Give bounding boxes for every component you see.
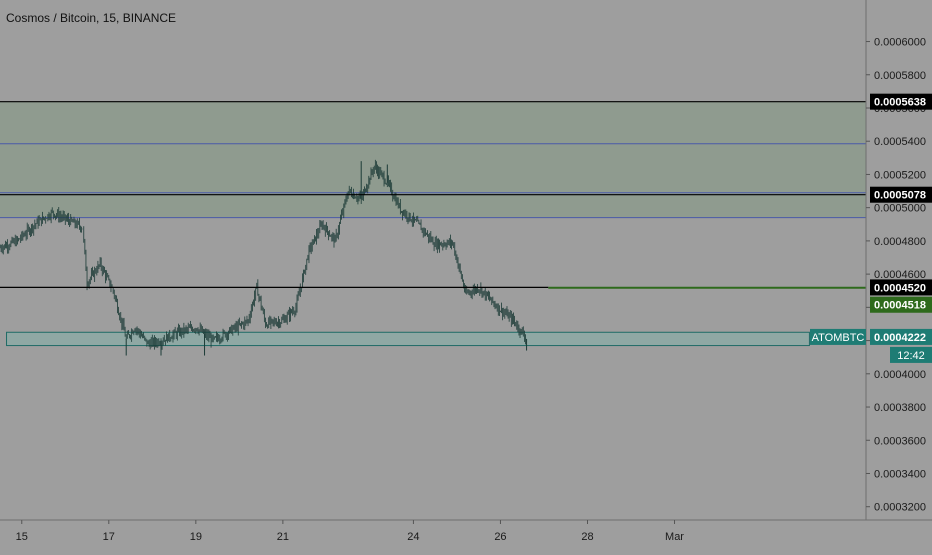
y-tick-label-9: 0.0005000	[874, 203, 926, 215]
y-tick-label-2: 0.0003600	[874, 435, 926, 447]
x-tick-label-6: 28	[581, 531, 593, 543]
countdown-badge-bg	[890, 346, 932, 363]
resistance-zone-0	[0, 101, 866, 195]
y-tick-label-4: 0.0004000	[874, 369, 926, 381]
x-tick-label-7: Mar	[665, 531, 684, 543]
level-badge-3-bg	[870, 296, 932, 313]
x-tick-label-2: 19	[190, 531, 202, 543]
countdown-badge-label: 12:42	[897, 350, 925, 362]
level-badge-0-bg	[870, 93, 932, 110]
price-badges: 0.0005638 0.0005078 0.0004520 0.0004518 ATOM…	[810, 93, 932, 363]
candles-layer	[0, 159, 528, 356]
y-tick-label-3: 0.0003800	[874, 402, 926, 414]
x-tick-label-4: 24	[407, 531, 419, 543]
symbol-title: Cosmos / Bitcoin, 15, BINANCE	[6, 11, 176, 25]
symbol-badge-label: ATOMBTC	[812, 332, 865, 344]
level-badge-3-label: 0.0004518	[874, 300, 926, 312]
y-tick-label-10: 0.0005200	[874, 169, 926, 181]
current-price-badge-bg	[870, 328, 932, 345]
y-tick-label-1: 0.0003400	[874, 468, 926, 480]
x-tick-label-3: 21	[277, 531, 289, 543]
current-price-badge-label: 0.0004222	[874, 332, 926, 344]
levels-layer	[0, 101, 866, 289]
level-badge-2-bg	[870, 279, 932, 296]
y-tick-label-0: 0.0003200	[874, 502, 926, 514]
x-tick-label-5: 26	[494, 531, 506, 543]
time-axis[interactable]: 15 17 19 21 24 26 28 Mar	[16, 520, 685, 543]
level-badge-1-bg	[870, 186, 932, 203]
y-tick-label-8: 0.0004800	[874, 236, 926, 248]
level-badge-1-label: 0.0005078	[874, 190, 926, 202]
resistance-zone-1	[0, 194, 866, 218]
support-zone	[6, 331, 810, 347]
zones-layer	[0, 101, 866, 347]
x-tick-label-0: 15	[16, 531, 28, 543]
level-badge-2-label: 0.0004520	[874, 282, 926, 294]
level-badge-0-label: 0.0005638	[874, 97, 926, 109]
y-tick-label-13: 0.0005800	[874, 70, 926, 82]
symbol-badge-bg	[810, 328, 866, 345]
x-tick-label-1: 17	[103, 531, 115, 543]
y-tick-label-14: 0.0006000	[874, 37, 926, 49]
y-tick-label-7: 0.0004600	[874, 269, 926, 281]
y-tick-label-11: 0.0005400	[874, 136, 926, 148]
